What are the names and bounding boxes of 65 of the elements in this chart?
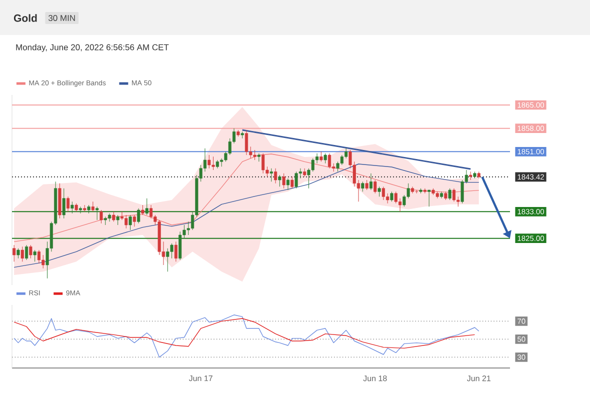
candlestick — [278, 174, 282, 187]
candlestick — [16, 248, 20, 259]
candlestick — [166, 248, 170, 272]
candlestick — [42, 254, 45, 269]
candlestick — [311, 158, 314, 172]
chart-title: Gold — [14, 14, 37, 22]
candlestick — [320, 151, 323, 162]
candlestick — [257, 153, 260, 162]
candlestick — [91, 201, 94, 212]
x-tick-label: Jun 17 — [188, 376, 212, 382]
candlestick — [469, 171, 472, 180]
candlestick — [394, 191, 398, 204]
candlestick — [137, 208, 140, 224]
candlestick — [12, 244, 16, 262]
candlestick — [270, 168, 273, 182]
candlestick — [62, 188, 66, 219]
candlestick — [29, 244, 32, 259]
candlestick — [208, 154, 211, 169]
candlestick — [96, 206, 99, 220]
candlestick — [294, 171, 298, 189]
candlestick — [70, 201, 74, 214]
line-series — [14, 154, 480, 242]
candlestick — [253, 150, 256, 160]
text: Monday, June 20, 2022 6:56:56 AM CET — [16, 44, 169, 52]
candlestick — [178, 231, 182, 260]
candlestick — [174, 241, 178, 262]
candlestick — [170, 243, 174, 259]
candlestick — [365, 180, 368, 190]
candlestick — [423, 188, 426, 194]
line-series — [14, 314, 480, 358]
candlestick — [141, 204, 144, 216]
candlestick — [286, 178, 290, 190]
candlestick — [324, 153, 327, 164]
line-series — [14, 164, 480, 268]
candlestick — [361, 181, 364, 192]
candlestick — [116, 214, 120, 226]
candlestick — [369, 173, 372, 190]
candlestick — [374, 180, 377, 194]
candlestick — [100, 210, 103, 224]
candlestick — [33, 250, 36, 262]
candlestick — [440, 191, 444, 199]
candlestick — [78, 206, 82, 214]
candlestick — [124, 214, 128, 229]
candlestick — [262, 153, 265, 174]
candlestick — [128, 214, 132, 230]
candlestick — [145, 198, 148, 216]
line-series — [14, 318, 476, 349]
candlestick — [282, 173, 286, 189]
candlestick — [25, 244, 28, 260]
candlestick — [448, 188, 452, 200]
candlestick — [212, 156, 215, 170]
candlestick — [378, 186, 381, 197]
candlestick — [274, 168, 278, 184]
candlestick — [428, 190, 431, 207]
chart-subtitle: 30 MIN — [48, 14, 75, 22]
candlestick — [132, 214, 136, 227]
candlestick — [150, 204, 153, 219]
candlestick — [410, 186, 414, 194]
x-tick-label: Jun 21 — [466, 376, 490, 382]
candlestick — [112, 211, 116, 222]
candlestick — [20, 246, 24, 262]
candlestick — [290, 176, 294, 189]
candlestick — [66, 196, 70, 212]
x-tick-label: Jun 18 — [363, 376, 387, 382]
candlestick — [390, 191, 394, 202]
